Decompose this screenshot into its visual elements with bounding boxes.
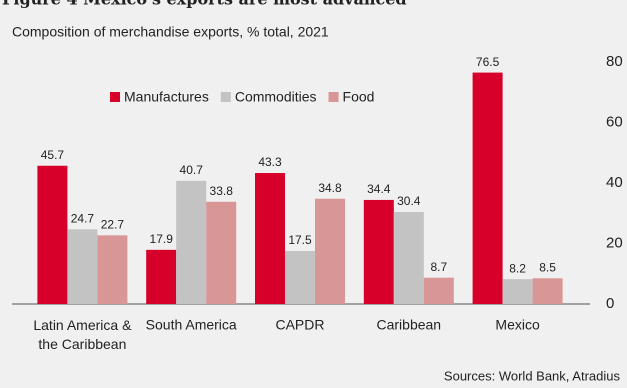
x-tick-label: Caribbean bbox=[376, 317, 441, 333]
y-tick-label: 20 bbox=[606, 234, 623, 251]
bar bbox=[206, 201, 237, 304]
chart-subtitle: Composition of merchandise exports, % to… bbox=[12, 24, 329, 40]
legend-label: Commodities bbox=[235, 89, 317, 105]
value-label: 22.7 bbox=[101, 218, 125, 232]
bar bbox=[532, 278, 563, 304]
x-tick-label: Mexico bbox=[495, 317, 540, 333]
value-label: 30.4 bbox=[397, 194, 421, 208]
legend-label: Food bbox=[343, 89, 375, 105]
legend-swatch bbox=[328, 92, 339, 102]
y-tick-label: 0 bbox=[606, 295, 614, 312]
bar bbox=[502, 279, 533, 304]
bar bbox=[285, 251, 315, 304]
y-tick-label: 80 bbox=[606, 53, 623, 70]
legend-swatch bbox=[110, 92, 120, 102]
bar bbox=[255, 173, 285, 304]
bar bbox=[393, 212, 424, 304]
value-label: 40.7 bbox=[180, 163, 204, 177]
value-label: 45.7 bbox=[41, 148, 65, 162]
bar bbox=[37, 165, 68, 304]
value-label: 8.2 bbox=[509, 261, 526, 275]
x-tick-label: South America bbox=[146, 317, 237, 333]
legend-swatch bbox=[220, 92, 231, 102]
bar bbox=[315, 198, 345, 304]
bar bbox=[176, 180, 207, 304]
value-label: 8.5 bbox=[539, 260, 556, 274]
value-label: 34.4 bbox=[367, 182, 391, 196]
value-label: 8.7 bbox=[430, 260, 447, 274]
value-label: 17.5 bbox=[288, 233, 312, 247]
y-tick-label: 40 bbox=[606, 174, 623, 191]
value-label: 76.5 bbox=[476, 55, 500, 69]
source: Sources: World Bank, Atradius bbox=[444, 368, 621, 383]
x-tick-label: Latin America & the Caribbean bbox=[33, 317, 132, 352]
bar bbox=[97, 235, 128, 304]
value-label: 17.9 bbox=[150, 232, 174, 246]
bar bbox=[423, 277, 454, 304]
value-label: 33.8 bbox=[210, 184, 234, 198]
bar bbox=[472, 72, 503, 305]
y-tick-label: 60 bbox=[606, 113, 623, 130]
x-tick-label: CAPDR bbox=[275, 317, 324, 333]
bar bbox=[146, 249, 177, 304]
value-label: 24.7 bbox=[71, 211, 95, 225]
value-label: 34.8 bbox=[318, 181, 342, 195]
bar bbox=[363, 199, 394, 304]
value-label: 43.3 bbox=[258, 155, 282, 169]
legend-label: Manufactures bbox=[124, 89, 209, 105]
chart-title: Figure 4 Mexico's exports are most advan… bbox=[2, 0, 407, 9]
bar bbox=[67, 229, 98, 304]
